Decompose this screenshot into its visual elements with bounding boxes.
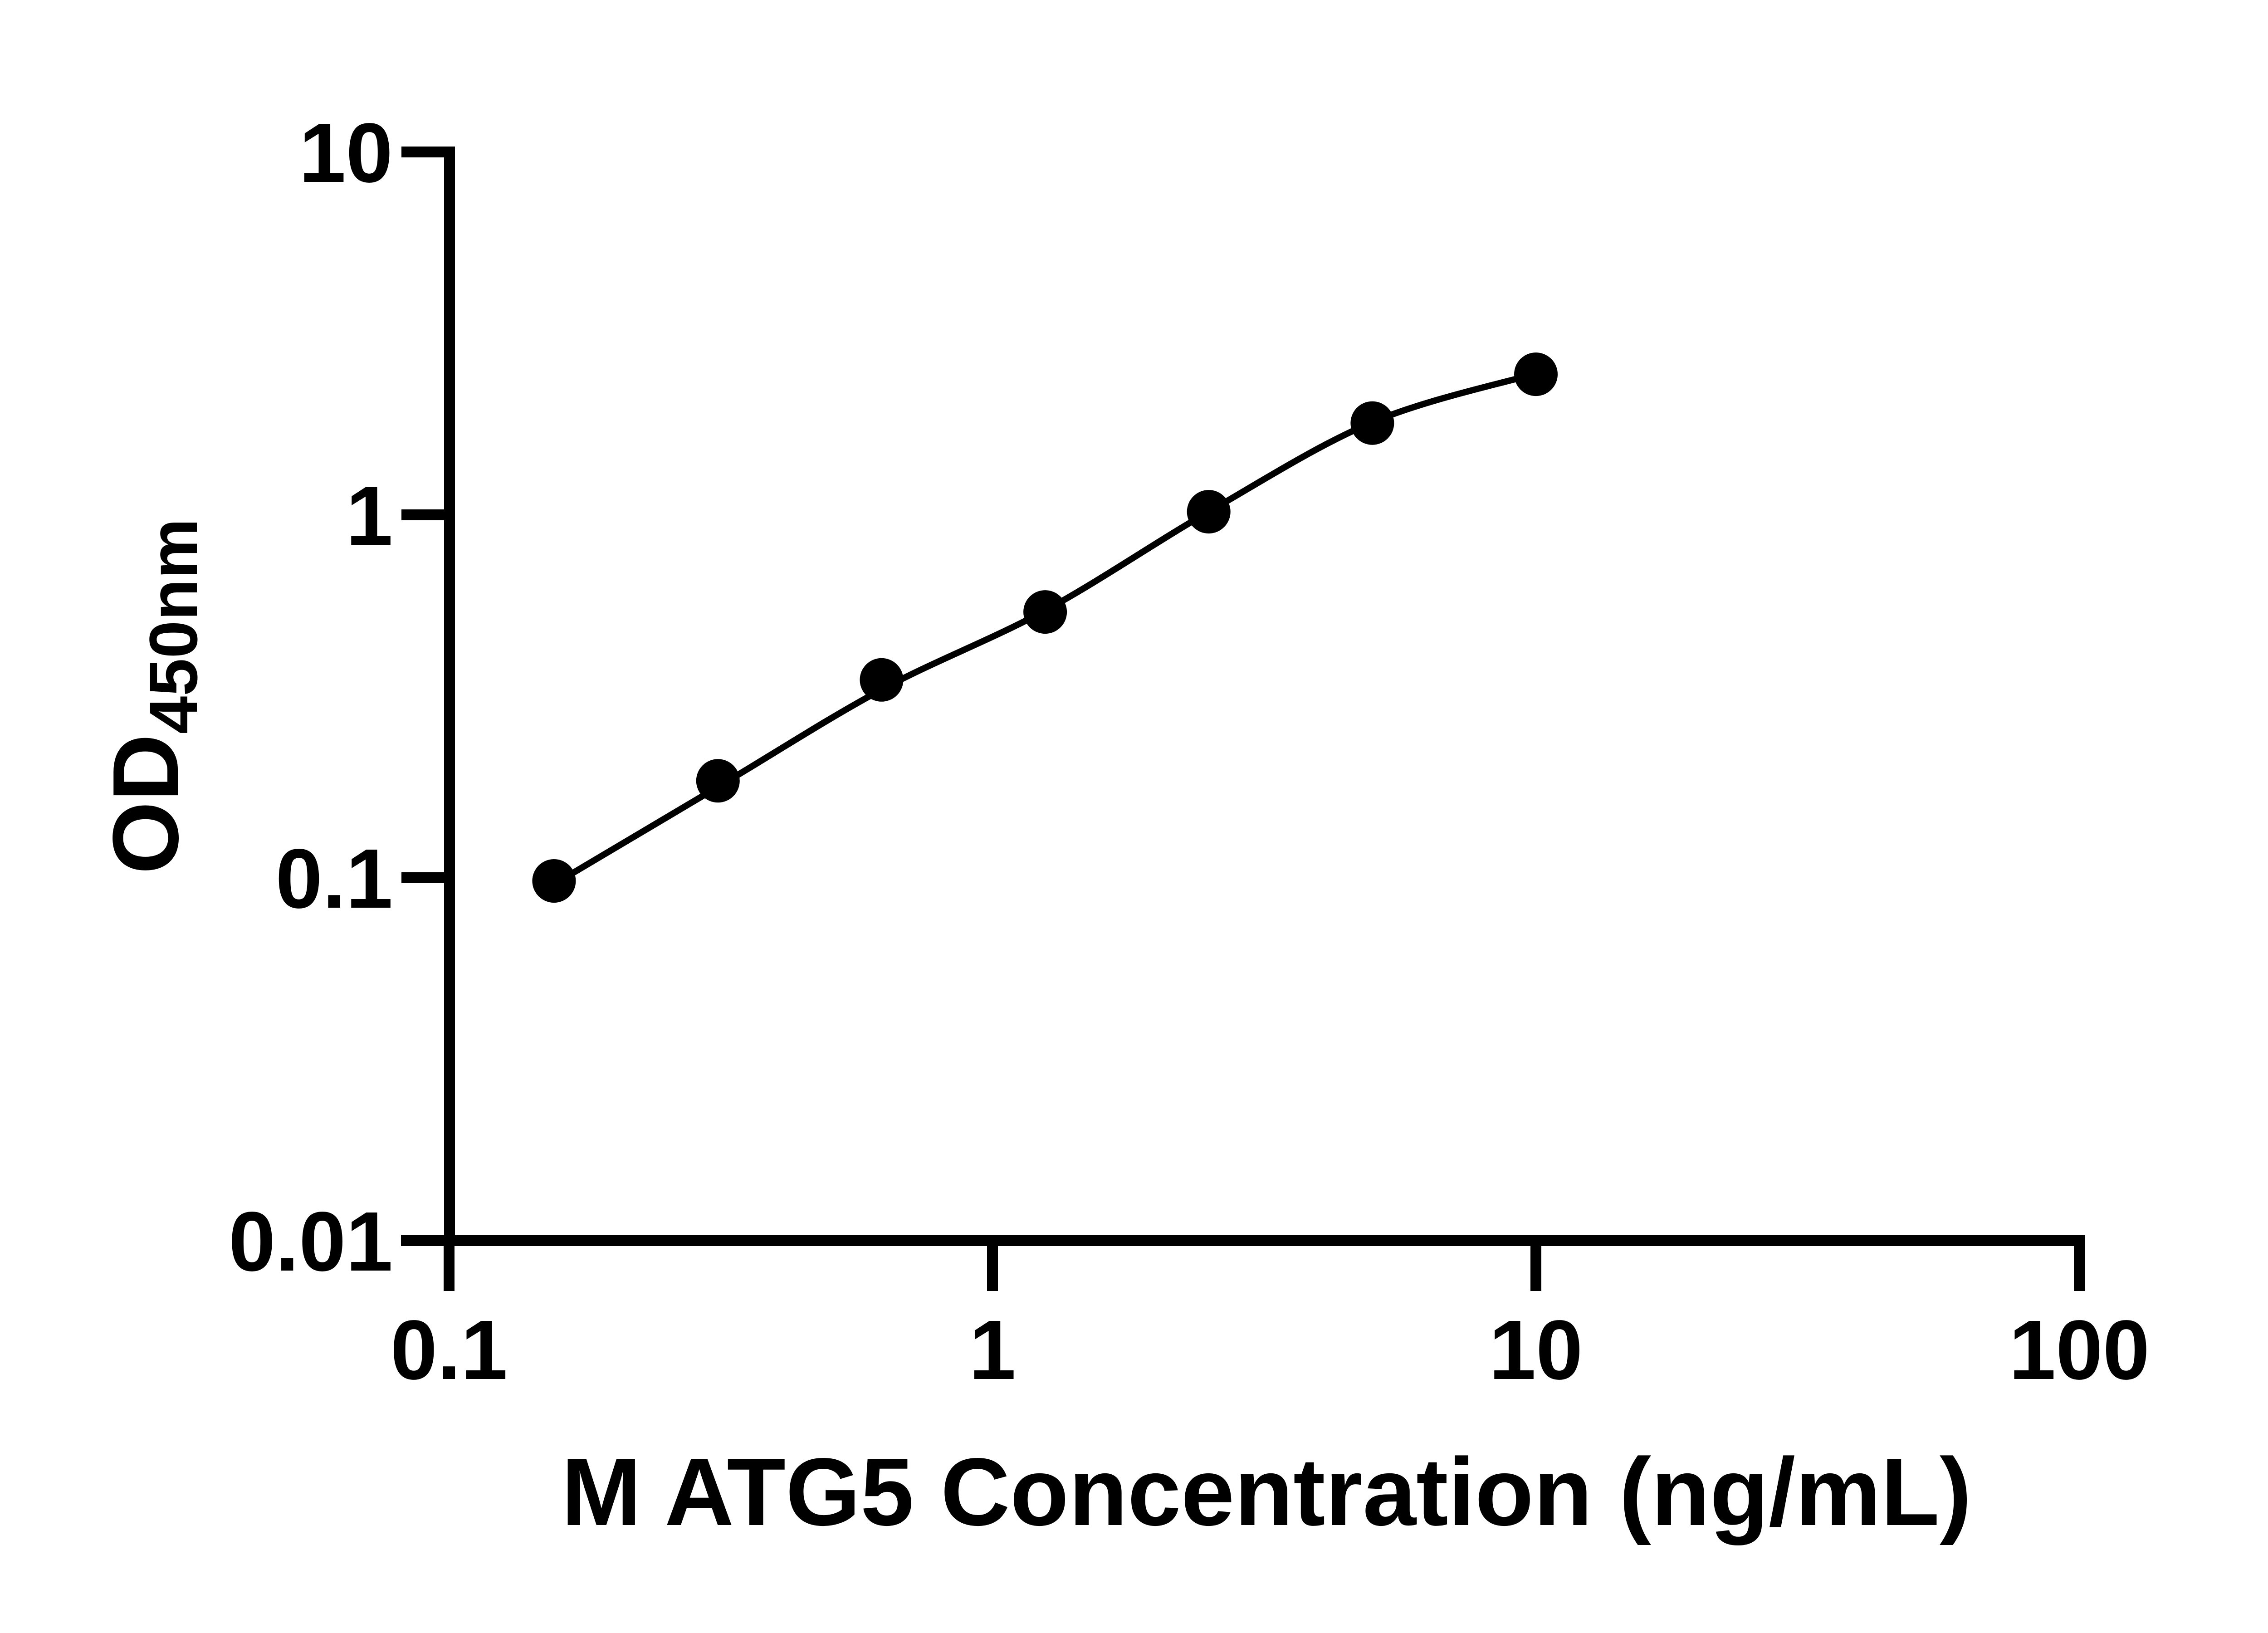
plot-area: 10 1 0.1 0.01 0.1 1 10 100 (229, 106, 2150, 1397)
y-tick-label: 10 (299, 106, 393, 200)
y-axis-title: OD450nm (93, 518, 211, 874)
y-axis-title-subscript: 450nm (135, 518, 211, 734)
x-axis-title: M ATG5 Concentration (ng/mL) (561, 1438, 1971, 1545)
x-tick-label: 1 (969, 1303, 1016, 1397)
data-point (1514, 352, 1558, 396)
y-axis-title-main: OD (93, 734, 198, 874)
y-tick-label: 1 (346, 469, 393, 563)
x-tick-label: 0.1 (391, 1303, 508, 1397)
data-point (1350, 401, 1394, 445)
y-tick-label: 0.01 (229, 1195, 393, 1289)
data-point (1023, 590, 1067, 634)
data-point (696, 759, 740, 803)
data-point (860, 658, 904, 702)
x-tick-label: 100 (2009, 1303, 2150, 1397)
y-tick-label: 0.1 (275, 832, 393, 926)
x-tick-label: 10 (1489, 1303, 1583, 1397)
data-point (1187, 490, 1231, 534)
data-point (532, 859, 576, 903)
